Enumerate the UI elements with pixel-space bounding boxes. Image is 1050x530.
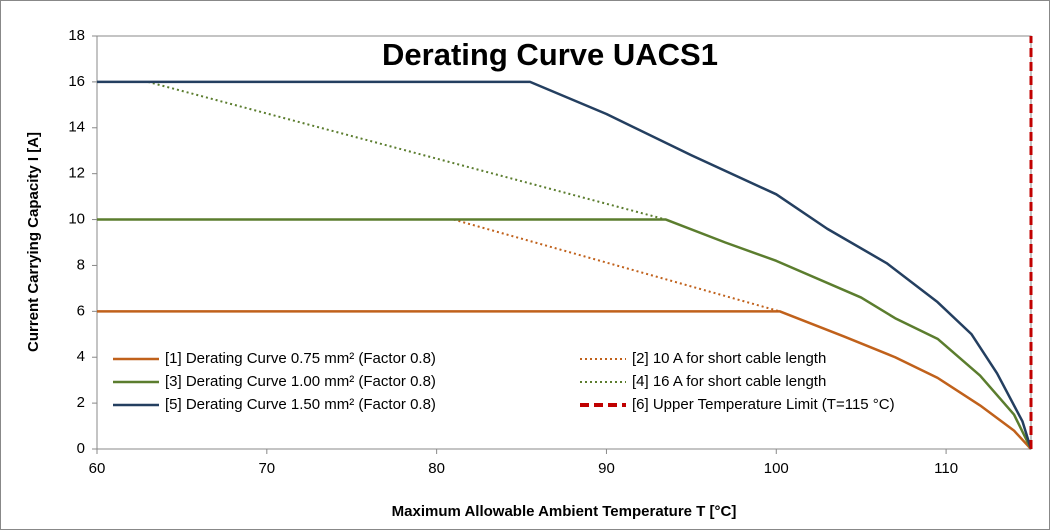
chart-title: Derating Curve UACS1 [382, 37, 718, 72]
y-tick-label: 10 [68, 211, 85, 228]
y-tick-label: 16 [68, 73, 85, 90]
y-tick-label: 12 [68, 165, 85, 182]
series-line [147, 80, 667, 221]
y-tick-label: 4 [77, 348, 85, 365]
x-tick-label: 100 [764, 460, 789, 477]
x-tick-label: 70 [258, 460, 275, 477]
plot-frame [96, 35, 1032, 450]
series-line [97, 80, 1033, 450]
series-line [97, 218, 1033, 450]
y-axis-label: Current Carrying Capacity I [A] [25, 132, 42, 352]
series-line [97, 310, 1032, 450]
legend-label: [6] Upper Temperature Limit (T=115 °C) [632, 396, 895, 413]
x-tick-label: 110 [934, 460, 958, 477]
y-tick-label: 8 [77, 256, 85, 273]
y-tick-label: 18 [68, 27, 85, 44]
legend [103, 341, 1028, 437]
y-tick-label: 6 [77, 302, 85, 319]
legend-label: [3] Derating Curve 1.00 mm² (Factor 0.8) [165, 373, 436, 390]
x-tick-label: 80 [428, 460, 445, 477]
y-tick-label: 0 [77, 440, 85, 457]
x-tick-label: 90 [598, 460, 615, 477]
legend-label: [2] 10 A for short cable length [632, 350, 826, 367]
y-tick-label: 14 [68, 119, 85, 136]
legend-label: [4] 16 A for short cable length [632, 373, 826, 390]
x-axis-label: Maximum Allowable Ambient Temperature T … [392, 503, 737, 520]
series-line [453, 218, 780, 313]
legend-label: [1] Derating Curve 0.75 mm² (Factor 0.8) [165, 350, 436, 367]
y-tick-label: 2 [77, 394, 85, 411]
legend-label: [5] Derating Curve 1.50 mm² (Factor 0.8) [165, 396, 436, 413]
x-tick-label: 60 [89, 460, 106, 477]
